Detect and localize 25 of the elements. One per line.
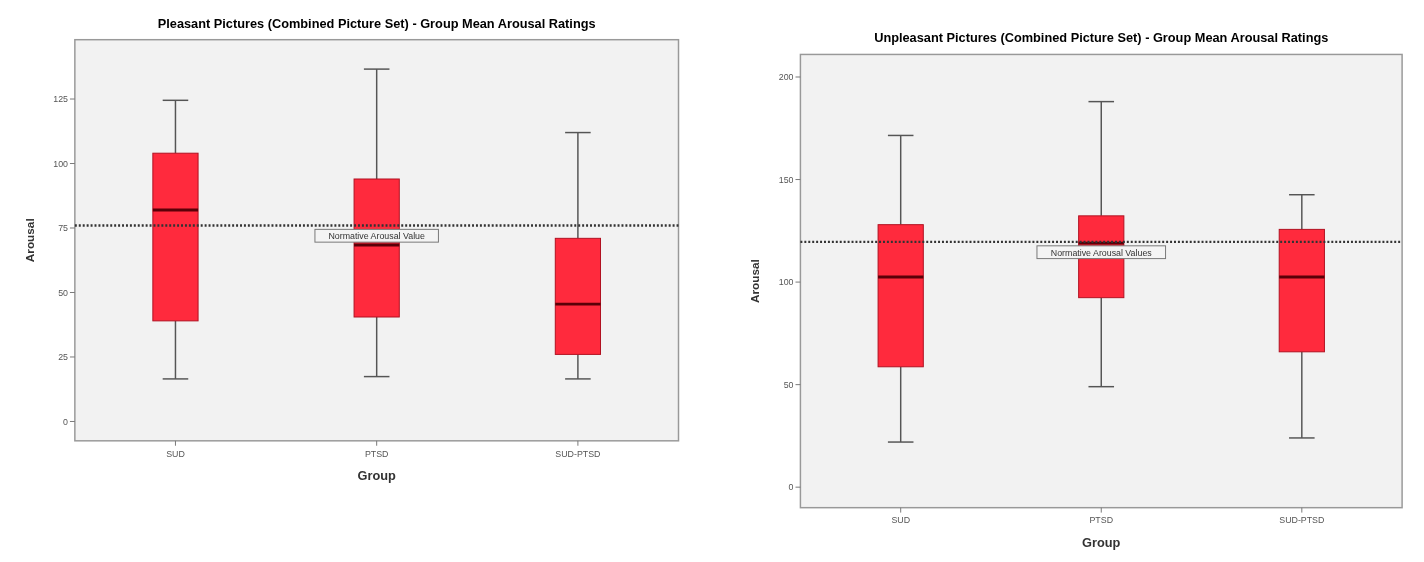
x-tick-label: SUD [891,515,911,526]
y-tick-label: 50 [58,287,69,298]
y-tick-label: 200 [778,72,794,83]
y-tick-label: 25 [58,352,69,363]
y-tick-label: 75 [58,223,69,234]
x-tick-label: PTSD [1089,515,1114,526]
y-axis-title: Arousal [22,218,36,263]
y-tick-label: 0 [63,416,69,427]
y-tick-label: 0 [788,482,794,493]
chart-title: Pleasant Pictures (Combined Picture Set) - Group Mean Arousal Ratings [157,15,596,31]
y-tick-label: 100 [778,277,794,288]
ref-line-label: Normative Arousal Values [1050,247,1153,258]
chart-title: Unpleasant Pictures (Combined Picture Set) - Group Mean Arousal Ratings [874,29,1329,45]
y-tick-label: 50 [783,379,794,390]
x-tick-label: SUD [166,448,185,459]
x-axis-title: Group [1082,535,1121,550]
y-tick-label: 125 [53,94,69,105]
y-tick-label: 100 [53,158,69,169]
ref-line-label: Normative Arousal Value [328,231,426,242]
x-axis-title: Group [357,468,397,484]
x-tick-label: SUD-PTSD [1279,515,1325,526]
y-tick-label: 150 [778,174,794,185]
x-tick-label: PTSD [364,448,389,459]
x-tick-label: SUD-PTSD [555,448,601,459]
y-axis-title: Arousal [748,259,762,303]
